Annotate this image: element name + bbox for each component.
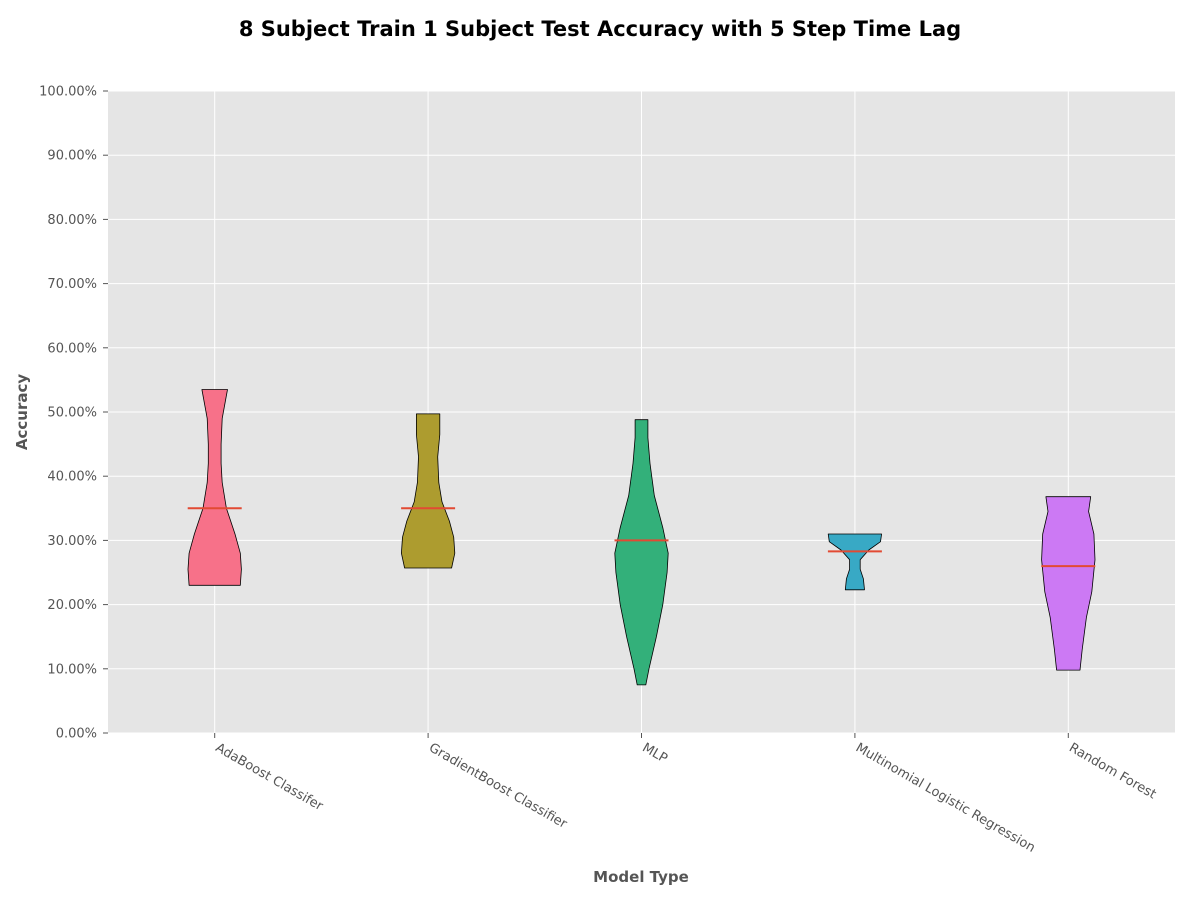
- x-tick-label: AdaBoost Classifer: [213, 740, 326, 814]
- y-tick-label: 60.00%: [47, 341, 97, 356]
- violin-body: [401, 413, 456, 569]
- x-axis-ticks: AdaBoost Classifer GradientBoost Classifi…: [213, 733, 1159, 856]
- x-tick-label: Multinomial Logistic Regression: [853, 740, 1038, 855]
- y-tick-label: 100.00%: [39, 85, 97, 100]
- violin-body: [614, 419, 669, 686]
- violin-body: [1041, 496, 1096, 671]
- x-axis-label: Model Type: [593, 868, 689, 886]
- y-tick-label: 20.00%: [47, 598, 97, 613]
- y-tick-label: 10.00%: [47, 662, 97, 677]
- violin-body: [827, 533, 882, 591]
- violin-body: [187, 389, 242, 586]
- x-tick-label: MLP: [640, 740, 670, 766]
- y-tick-label: 50.00%: [47, 406, 97, 421]
- y-tick-label: 70.00%: [47, 277, 97, 292]
- y-tick-label: 90.00%: [47, 149, 97, 164]
- y-tick-label: 80.00%: [47, 213, 97, 228]
- y-tick-label: 30.00%: [47, 534, 97, 549]
- chart-title: 8 Subject Train 1 Subject Test Accuracy …: [239, 17, 961, 41]
- y-tick-label: 0.00%: [56, 727, 97, 742]
- x-tick-label: GradientBoost Classifier: [426, 740, 570, 832]
- y-axis-ticks: 0.00% 10.00% 20.00% 30.00% 40.00% 50.00% 60.00…: [39, 85, 108, 742]
- violins: [187, 389, 1096, 686]
- y-axis-label: Accuracy: [13, 374, 31, 450]
- x-tick-label: Random Forest: [1066, 740, 1158, 802]
- y-tick-label: 40.00%: [47, 470, 97, 485]
